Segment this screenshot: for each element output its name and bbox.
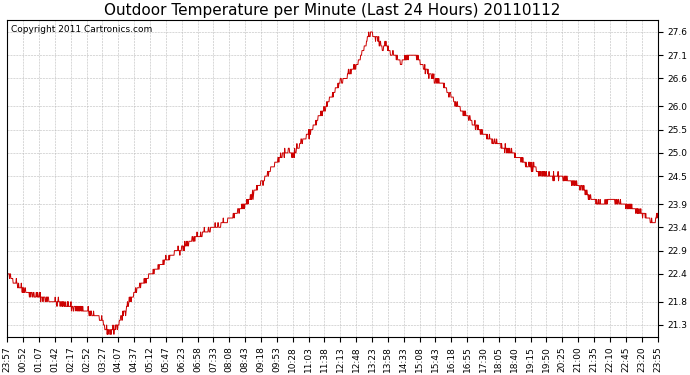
- Text: Copyright 2011 Cartronics.com: Copyright 2011 Cartronics.com: [10, 25, 152, 34]
- Title: Outdoor Temperature per Minute (Last 24 Hours) 20110112: Outdoor Temperature per Minute (Last 24 …: [104, 3, 560, 18]
